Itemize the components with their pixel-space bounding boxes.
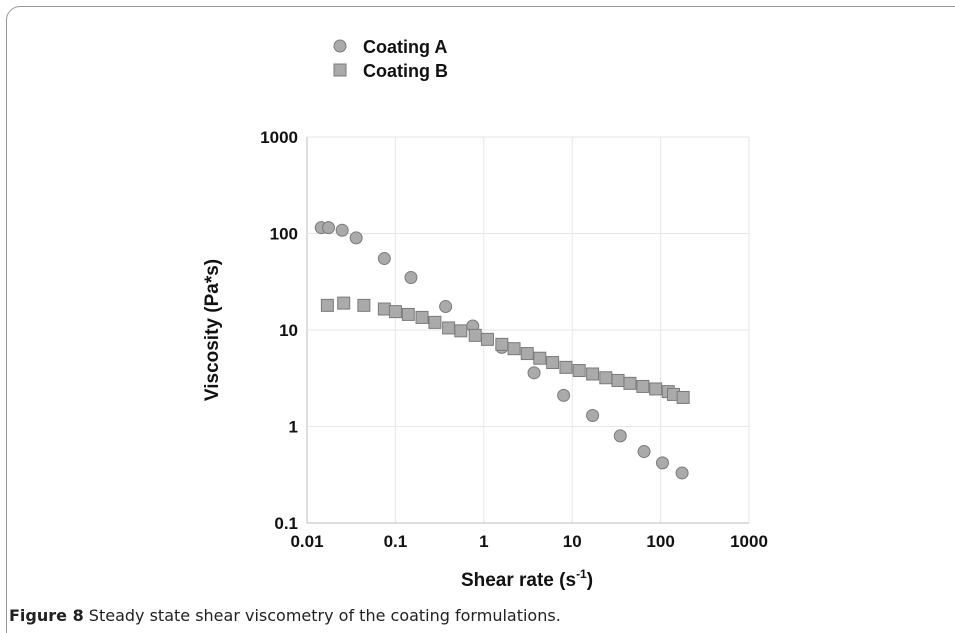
coating-b-point xyxy=(533,351,547,365)
coating-b-point xyxy=(442,321,456,335)
figure-frame xyxy=(6,6,955,633)
coating-a-point xyxy=(637,445,651,459)
coating-b-point xyxy=(611,373,625,387)
figure-caption: Figure 8 Steady state shear viscometry o… xyxy=(9,606,561,625)
data-markers xyxy=(314,221,690,480)
coating-a-point xyxy=(439,300,453,314)
legend-marker-coating-a xyxy=(333,39,347,53)
coating-b-point xyxy=(572,364,586,378)
coating-a-point xyxy=(557,388,571,402)
x-axis-label-superscript: -1 xyxy=(576,567,587,581)
figure-caption-text: Steady state shear viscometry of the coa… xyxy=(88,606,561,625)
coating-a-point xyxy=(377,252,391,266)
coating-b-point xyxy=(507,342,521,356)
x-tick-label: 1000 xyxy=(730,532,768,551)
coating-b-point xyxy=(320,298,334,312)
x-tick-label: 1 xyxy=(479,532,488,551)
x-axis-label: Shear rate (s-1) xyxy=(461,567,593,591)
coating-b-point xyxy=(623,376,637,390)
x-axis-label-end: ) xyxy=(587,570,593,591)
coating-b-point xyxy=(586,367,600,381)
y-tick-label: 0.1 xyxy=(274,514,298,533)
coating-b-point xyxy=(357,298,371,312)
y-tick-label: 100 xyxy=(270,225,298,244)
coating-b-point xyxy=(546,356,560,370)
coating-a-point xyxy=(404,270,418,284)
coating-a-point xyxy=(655,456,669,470)
coating-b-point xyxy=(401,307,415,321)
y-tick-label: 1000 xyxy=(260,128,298,147)
coating-b-point xyxy=(520,347,534,361)
x-tick-label: 0.01 xyxy=(290,532,323,551)
legend-marker-coating-b xyxy=(333,63,347,77)
y-tick-label: 10 xyxy=(279,321,298,340)
coating-b-point xyxy=(428,315,442,329)
coating-b-point xyxy=(599,371,613,385)
y-tick-label: 1 xyxy=(289,418,298,437)
coating-b-point xyxy=(415,310,429,324)
coating-b-point xyxy=(454,324,468,338)
coating-a-point xyxy=(586,409,600,423)
coating-b-point xyxy=(337,296,351,310)
coating-a-point xyxy=(675,466,689,480)
figure-number: Figure 8 xyxy=(9,606,84,625)
coating-b-point xyxy=(388,305,402,319)
coating-a-point xyxy=(335,223,349,237)
coating-b-point xyxy=(676,390,690,404)
legend-label-coating-a: Coating A xyxy=(363,37,447,57)
coating-b-point xyxy=(559,360,573,374)
x-tick-label: 10 xyxy=(563,532,582,551)
coating-b-point xyxy=(468,328,482,342)
coating-b-point xyxy=(495,337,509,351)
coating-b-point xyxy=(649,382,663,396)
coating-a-point xyxy=(613,429,627,443)
legend-label-coating-b: Coating B xyxy=(363,61,448,81)
coating-b-point xyxy=(636,379,650,393)
coating-b-point xyxy=(377,302,391,316)
x-tick-label: 100 xyxy=(646,532,674,551)
coating-b-point xyxy=(480,332,494,346)
coating-a-point xyxy=(321,221,335,235)
y-axis-label: Viscosity (Pa*s) xyxy=(202,259,223,401)
legend: Coating A Coating B xyxy=(333,37,448,81)
coating-a-point xyxy=(527,366,541,380)
coating-a-point xyxy=(349,231,363,245)
grid xyxy=(306,136,750,524)
x-axis-label-main: Shear rate (s xyxy=(461,570,576,591)
x-tick-label: 0.1 xyxy=(384,532,408,551)
